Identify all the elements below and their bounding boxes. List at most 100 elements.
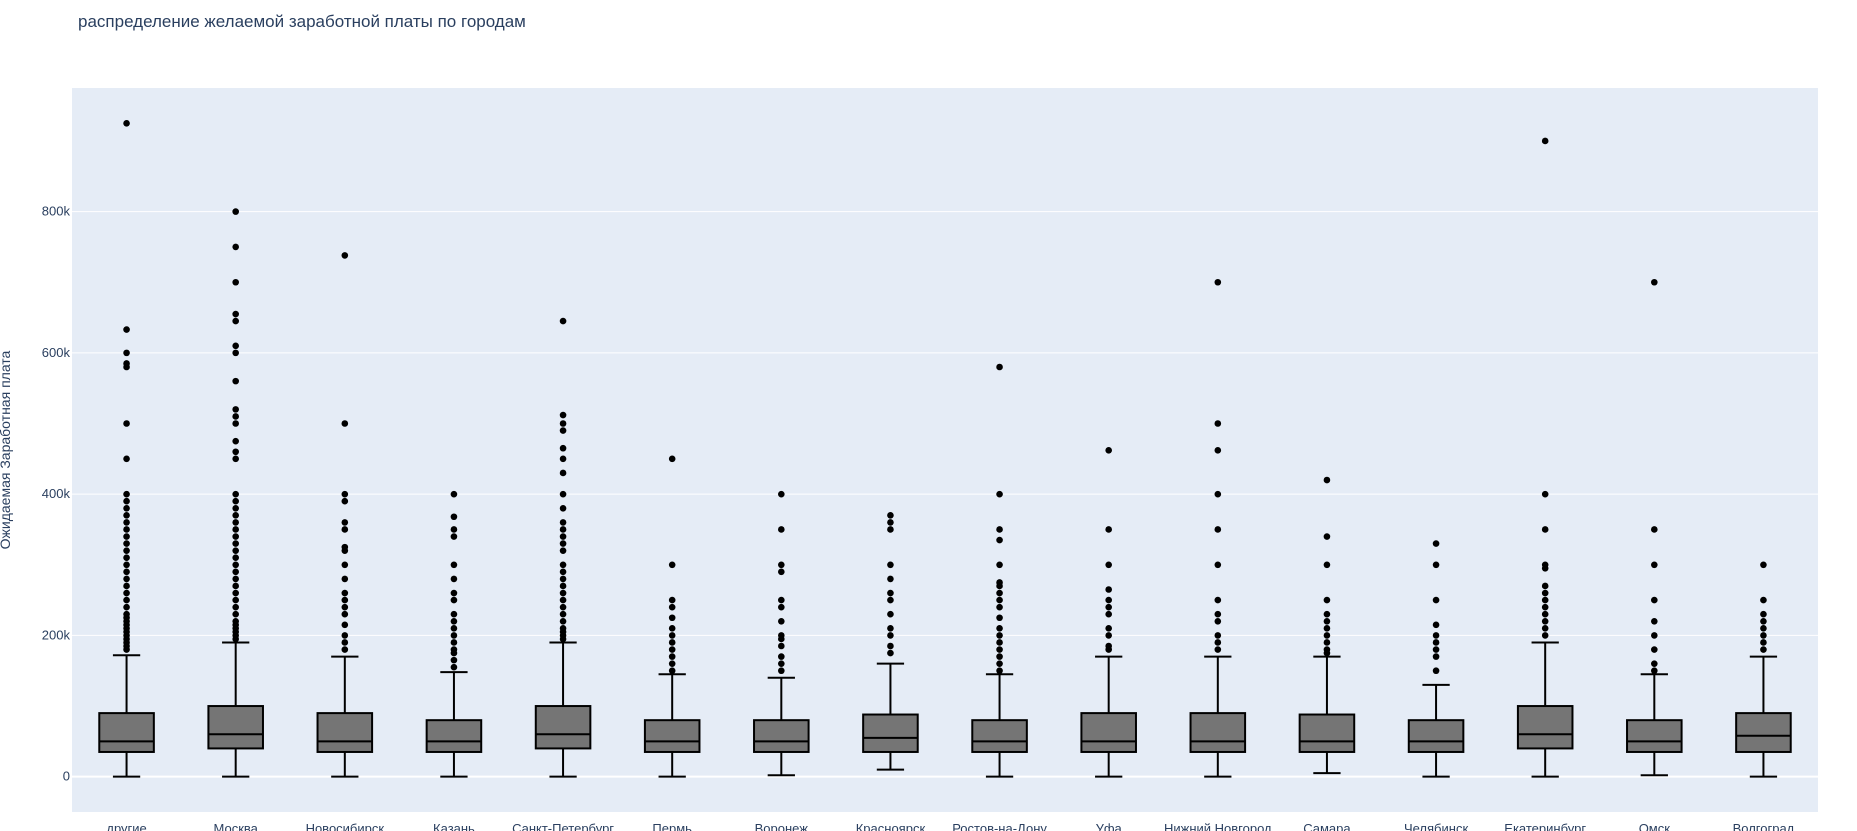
outlier-point [1323, 610, 1331, 618]
outlier-point [1323, 617, 1331, 625]
outlier-point [559, 317, 567, 325]
outlier-point [668, 639, 676, 646]
outlier-point [887, 596, 894, 604]
outlier-point [232, 533, 239, 540]
outlier-point [232, 448, 239, 456]
outlier-point [123, 603, 130, 611]
outlier-point [1432, 621, 1440, 629]
box-body [1298, 713, 1356, 753]
outlier-point [232, 243, 239, 251]
outlier-point [1432, 667, 1440, 675]
outlier-point [341, 639, 349, 646]
outlier-point [887, 512, 894, 519]
outlier-point [559, 561, 567, 569]
outlier-point [996, 561, 1003, 569]
outlier-point [1432, 632, 1440, 639]
outlier-point [1214, 639, 1222, 646]
chart-title: распределение желаемой заработной платы … [78, 12, 526, 31]
outlier-point [232, 420, 239, 427]
outlier-point [1760, 625, 1767, 632]
outlier-point [450, 617, 458, 625]
outlier-point [668, 596, 676, 604]
outlier-point [996, 603, 1003, 611]
box-2 [316, 252, 374, 778]
y-tick-label: 200k [42, 627, 71, 642]
outlier-point [341, 610, 349, 618]
outlier-point [559, 589, 567, 597]
outlier-point [668, 625, 676, 632]
outlier-point [1541, 582, 1549, 590]
outlier-point [123, 610, 130, 618]
y-tick-label: 600k [42, 345, 71, 360]
outlier-point [341, 575, 349, 583]
outlier-point [232, 349, 239, 357]
box-body [1626, 719, 1683, 753]
outlier-point [123, 547, 130, 554]
outlier-point [123, 349, 130, 357]
outlier-point [1105, 526, 1112, 533]
outlier-point [1323, 632, 1331, 639]
outlier-point [1760, 646, 1767, 653]
outlier-point [1541, 632, 1549, 639]
outlier-point [123, 519, 130, 526]
outlier-point [232, 208, 239, 215]
outlier-point [1214, 490, 1222, 498]
outlier-point [232, 554, 239, 562]
outlier-point [232, 561, 239, 569]
x-tick-label: Волгоград [1733, 821, 1795, 831]
outlier-point [668, 614, 676, 622]
outlier-point [341, 420, 349, 427]
outlier-point [450, 589, 458, 597]
outlier-point [1214, 632, 1222, 639]
x-tick-label: Пермь [652, 821, 692, 831]
box-0 [98, 120, 155, 778]
outlier-point [668, 603, 676, 611]
box-4 [534, 317, 592, 778]
outlier-point [450, 596, 458, 604]
outlier-point [232, 512, 239, 519]
outlier-point [1760, 639, 1767, 646]
outlier-point [232, 603, 239, 611]
outlier-point [1541, 589, 1549, 597]
outlier-point [123, 497, 130, 505]
outlier-point [887, 649, 894, 657]
outlier-point [668, 660, 676, 667]
outlier-point [1651, 646, 1658, 653]
outlier-point [232, 610, 239, 618]
box-body [862, 713, 919, 753]
box-body [1080, 712, 1137, 753]
outlier-point [1541, 561, 1549, 569]
y-axis-label: Ожидаемая Заработная плата [0, 350, 13, 549]
box-body [971, 719, 1028, 753]
outlier-point [1432, 653, 1440, 660]
outlier-point [450, 526, 458, 533]
outlier-point [123, 540, 130, 547]
outlier-point [1214, 610, 1222, 618]
box-7 [862, 512, 919, 771]
outlier-point [559, 610, 567, 618]
outlier-point [232, 317, 239, 325]
outlier-point [1105, 642, 1112, 650]
box-body [316, 712, 374, 753]
outlier-point [559, 411, 567, 419]
outlier-point [232, 617, 239, 625]
outlier-point [668, 653, 676, 660]
outlier-point [1323, 646, 1331, 653]
box-body [1735, 712, 1792, 753]
outlier-point [996, 526, 1003, 533]
outlier-point [232, 589, 239, 597]
outlier-point [1651, 667, 1658, 675]
outlier-point [559, 533, 567, 540]
box-3 [425, 490, 483, 778]
outlier-point [778, 667, 785, 675]
outlier-point [1214, 561, 1222, 569]
outlier-point [1323, 625, 1331, 632]
outlier-point [559, 575, 567, 583]
outlier-point [123, 568, 130, 576]
outlier-point [668, 646, 676, 653]
outlier-point [123, 490, 130, 498]
outlier-point [232, 596, 239, 604]
outlier-point [341, 603, 349, 611]
outlier-point [559, 469, 567, 477]
outlier-point [559, 504, 567, 512]
